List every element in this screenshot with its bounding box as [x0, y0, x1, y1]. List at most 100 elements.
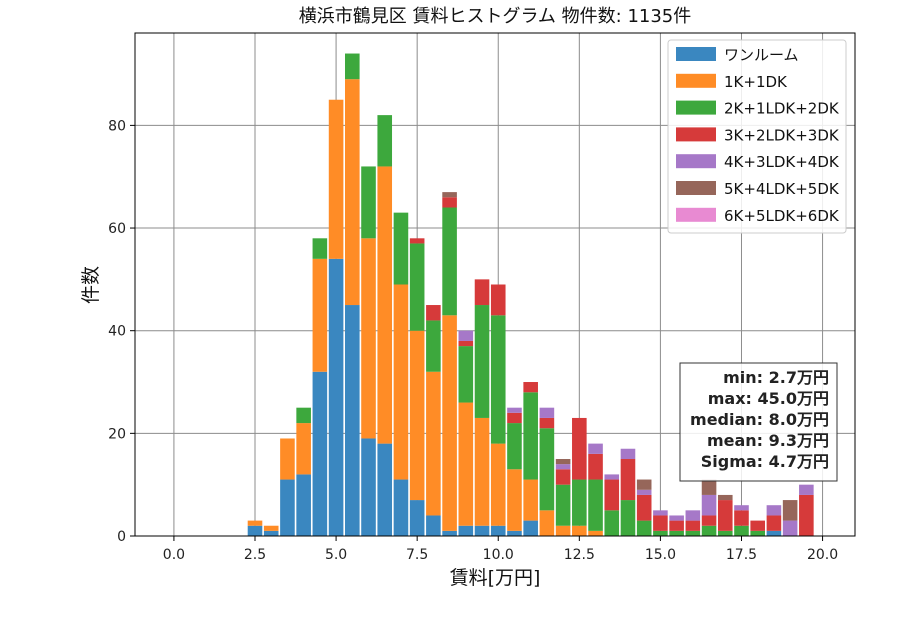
bar-3K+2LDK+3DK-17 — [717, 500, 733, 531]
bar-3K+2LDK+3DK-16 — [685, 520, 701, 531]
bar-1K+1DK-7 — [393, 284, 409, 480]
bar-3K+2LDK+3DK-15 — [653, 515, 668, 531]
bar-4K+3LDK+4DK-18.5 — [766, 505, 782, 516]
bar-1K+1DK-6.5 — [377, 166, 393, 444]
bar-ワンルーム-8.5 — [442, 530, 457, 536]
bar-ワンルーム-11 — [523, 520, 538, 536]
bar-1K+1DK-5.5 — [345, 79, 360, 306]
bar-3K+2LDK+3DK-18.5 — [766, 515, 782, 531]
bar-5K+4LDK+5DK-8.5 — [442, 192, 457, 198]
bar-4K+3LDK+4DK-10.5 — [507, 407, 522, 413]
bar-2K+1LDK+2DK-4 — [296, 407, 311, 424]
x-tick-label: 15.0 — [645, 547, 676, 563]
bar-1K+1DK-9 — [458, 402, 474, 526]
y-tick-label: 40 — [108, 324, 126, 340]
bar-3K+2LDK+3DK-9 — [458, 340, 474, 347]
bar-3K+2LDK+3DK-13.5 — [604, 479, 620, 511]
bar-2K+1LDK+2DK-18 — [750, 530, 765, 536]
y-tick-label: 0 — [117, 529, 126, 545]
y-tick-label: 60 — [108, 221, 126, 237]
bar-1K+1DK-4.5 — [312, 258, 328, 372]
bar-4K+3LDK+4DK-14.5 — [636, 489, 652, 495]
bar-3K+2LDK+3DK-14 — [620, 459, 636, 501]
bar-4K+3LDK+4DK-14 — [620, 448, 636, 460]
bar-1K+1DK-3 — [263, 525, 279, 531]
bar-1K+1DK-8.5 — [442, 315, 457, 531]
bar-2K+1LDK+2DK-7.5 — [409, 243, 425, 331]
bar-1K+1DK-8 — [426, 371, 441, 516]
bar-1K+1DK-4 — [296, 423, 311, 475]
bar-ワンルーム-3.5 — [280, 479, 295, 536]
bar-2K+1LDK+2DK-14.5 — [636, 520, 652, 536]
bar-3K+2LDK+3DK-18 — [750, 520, 765, 531]
bar-4K+3LDK+4DK-15.5 — [669, 515, 684, 521]
bar-4K+3LDK+4DK-11.5 — [539, 407, 555, 418]
x-tick-label: 7.5 — [406, 547, 428, 563]
x-tick-label: 0.0 — [163, 547, 185, 563]
bar-4K+3LDK+4DK-16.5 — [701, 494, 717, 516]
bar-2K+1LDK+2DK-6 — [361, 166, 376, 239]
plot-frame — [134, 32, 856, 537]
stats-line: mean: 9.3万円 — [707, 431, 829, 450]
bar-ワンルーム-10 — [490, 525, 506, 536]
legend-label: 4K+3LDK+4DK — [724, 153, 840, 171]
bar-1K+1DK-5 — [328, 99, 344, 259]
bar-2K+1LDK+2DK-5.5 — [345, 53, 360, 80]
legend-label: 6K+5LDK+6DK — [724, 207, 840, 225]
bar-3K+2LDK+3DK-10.5 — [507, 412, 522, 424]
bar-2K+1LDK+2DK-7 — [393, 212, 409, 285]
x-tick-label: 12.5 — [564, 547, 595, 563]
legend-swatch — [676, 73, 716, 88]
stats-line: max: 45.0万円 — [708, 389, 829, 408]
bar-2K+1LDK+2DK-13.5 — [604, 510, 620, 536]
bar-ワンルーム-7 — [393, 479, 409, 536]
bar-4K+3LDK+4DK-17.5 — [734, 505, 749, 511]
bar-ワンルーム-8 — [426, 515, 441, 536]
bar-4K+3LDK+4DK-13 — [588, 443, 603, 454]
stats-line: median: 8.0万円 — [690, 410, 829, 429]
legend-label: 2K+1LDK+2DK — [724, 100, 840, 118]
bar-ワンルーム-9 — [458, 525, 474, 536]
bar-4K+3LDK+4DK-16 — [685, 510, 701, 521]
bar-2K+1LDK+2DK-11.5 — [539, 428, 555, 511]
bar-5K+4LDK+5DK-16.5 — [701, 479, 717, 495]
legend-label: 5K+4LDK+5DK — [724, 180, 840, 198]
bar-ワンルーム-5 — [328, 258, 344, 536]
bar-ワンルーム-9.5 — [474, 525, 490, 536]
bar-2K+1LDK+2DK-4.5 — [312, 238, 328, 259]
bar-ワンルーム-4.5 — [312, 371, 328, 536]
bar-3K+2LDK+3DK-19.5 — [799, 494, 814, 536]
bar-ワンルーム-18.5 — [766, 530, 782, 536]
bar-ワンルーム-2.5 — [247, 525, 263, 536]
x-axis-label: 賃料[万円] — [450, 567, 541, 589]
bar-5K+4LDK+5DK-17 — [717, 494, 733, 501]
bar-1K+1DK-7.5 — [409, 330, 425, 501]
ticks-layer: 0.0 2.5 5.0 7.5 10.0 12.5 15.0 17.5 20.0 0 20 40 60 8… — [108, 118, 838, 563]
bar-1K+1DK-11.5 — [539, 510, 555, 536]
bar-3K+2LDK+3DK-17.5 — [734, 510, 749, 526]
bar-5K+4LDK+5DK-14.5 — [636, 479, 652, 490]
bar-3K+2LDK+3DK-7.5 — [409, 238, 425, 244]
bar-2K+1LDK+2DK-16.5 — [701, 525, 717, 536]
bar-2K+1LDK+2DK-13 — [588, 479, 603, 531]
legend-swatch — [676, 207, 716, 222]
bar-ワンルーム-6.5 — [377, 443, 393, 536]
bar-3K+2LDK+3DK-8 — [426, 305, 441, 321]
bar-4K+3LDK+4DK-19.5 — [799, 484, 814, 495]
bar-1K+1DK-9.5 — [474, 417, 490, 526]
bar-2K+1LDK+2DK-12.5 — [572, 479, 587, 526]
legend-label: 1K+1DK — [724, 73, 788, 91]
bar-ワンルーム-10.5 — [507, 530, 522, 536]
bar-3K+2LDK+3DK-16.5 — [701, 515, 717, 526]
x-tick-label: 2.5 — [244, 547, 266, 563]
bar-2K+1LDK+2DK-15.5 — [669, 530, 684, 536]
bar-2K+1LDK+2DK-6.5 — [377, 115, 393, 167]
bar-1K+1DK-2.5 — [247, 520, 263, 526]
stats-frame — [679, 362, 838, 482]
bar-3K+2LDK+3DK-11.5 — [539, 417, 555, 429]
bar-3K+2LDK+3DK-13 — [588, 453, 603, 480]
bar-3K+2LDK+3DK-11 — [523, 382, 538, 393]
bars-layer — [247, 53, 814, 536]
